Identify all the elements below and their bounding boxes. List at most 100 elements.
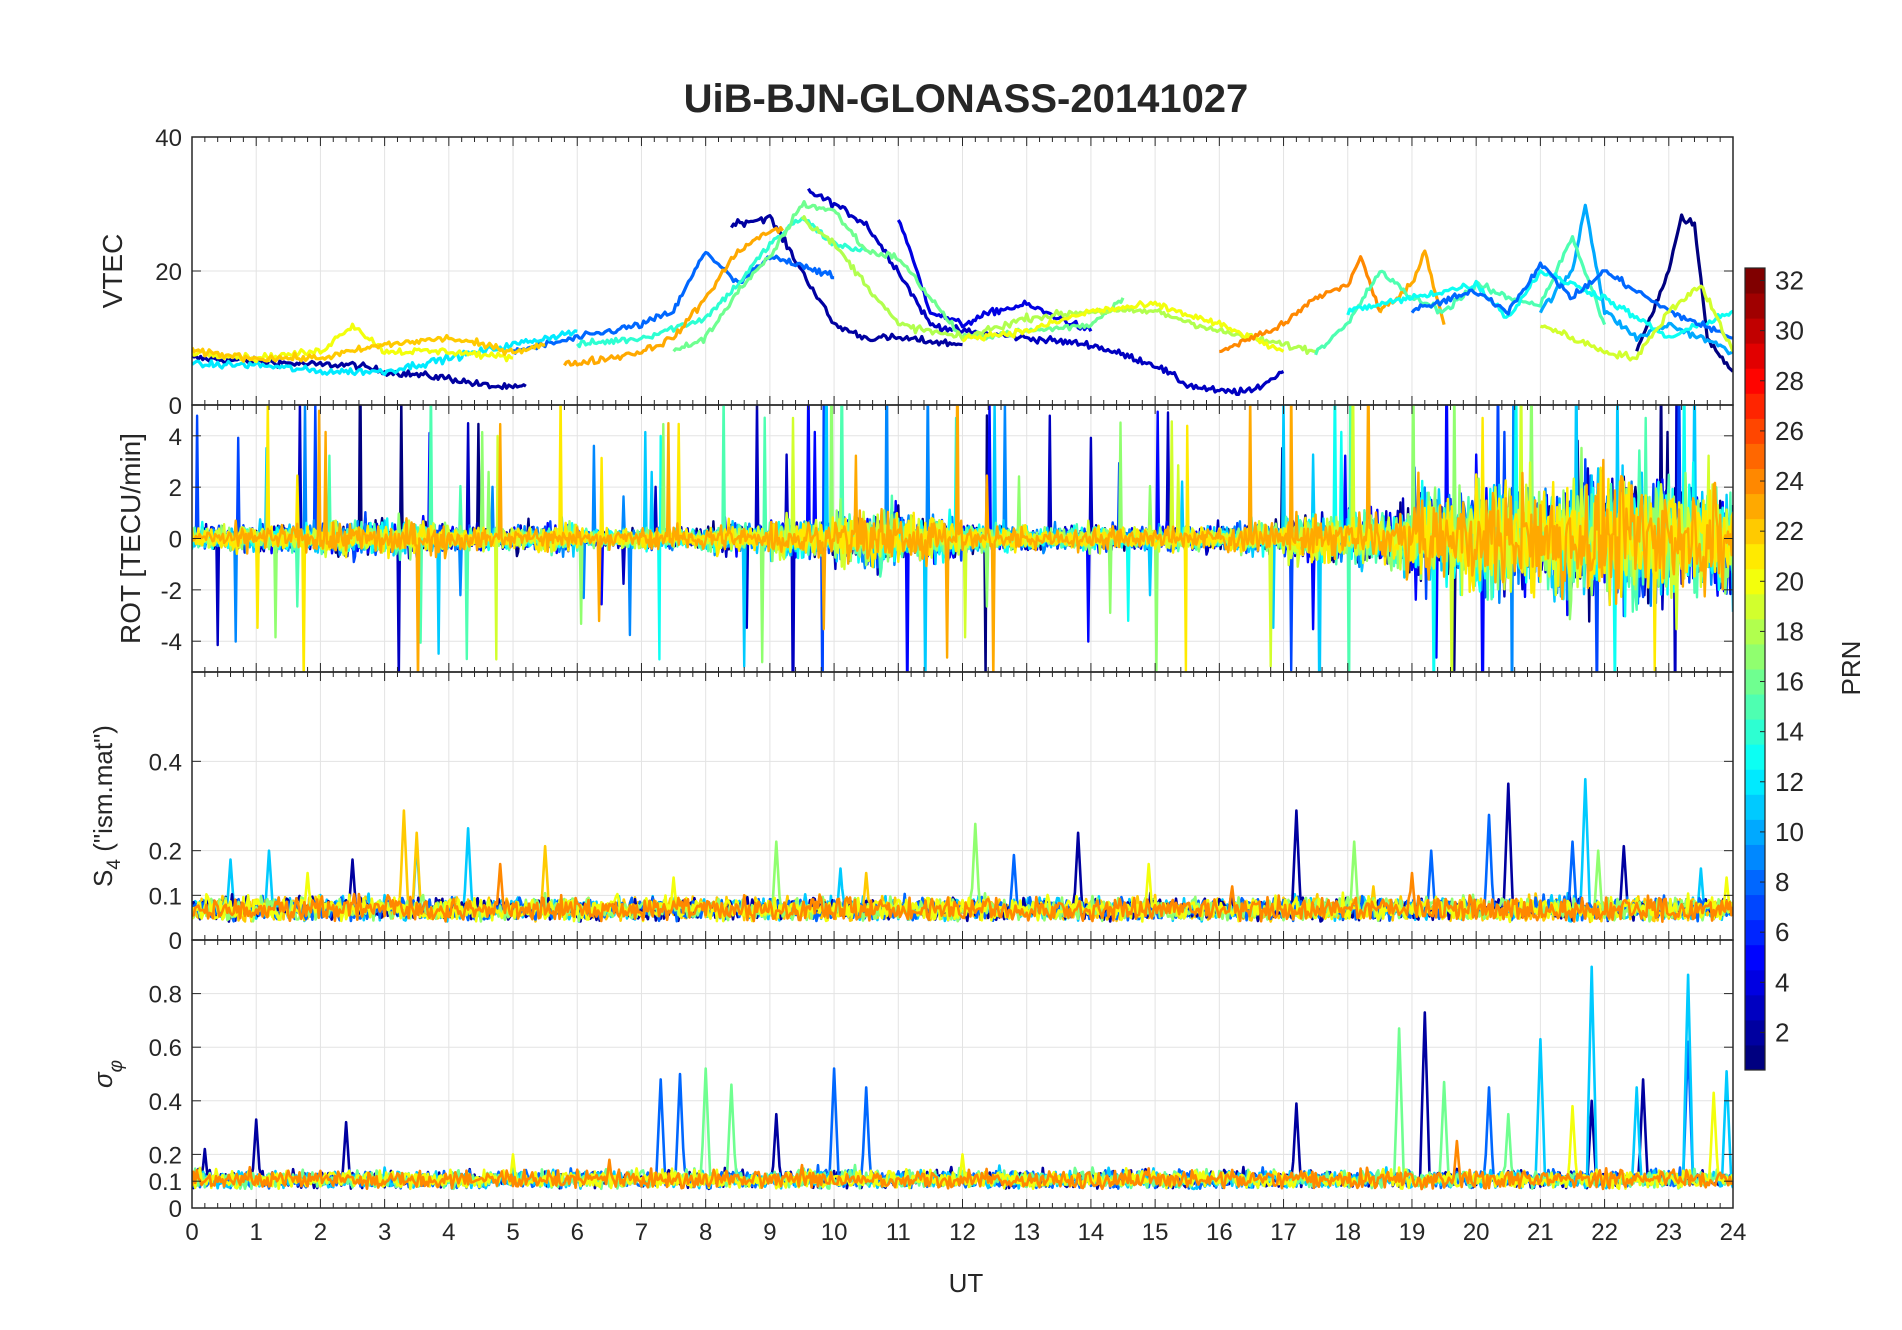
colorbar-tick-label: 10 bbox=[1775, 817, 1804, 847]
y-tick-label-rot: 0 bbox=[169, 527, 182, 554]
x-tick-label: 23 bbox=[1655, 1219, 1682, 1246]
x-tick-label: 0 bbox=[185, 1219, 198, 1246]
colorbar-tick-label: 24 bbox=[1775, 466, 1804, 496]
colorbar-swatch bbox=[1745, 543, 1765, 570]
y-tick-label-vtec: 20 bbox=[155, 259, 182, 286]
panel-sigma-phi: 00.10.20.40.60.80 1 2 3 4 5 6 7 8 9 10 11 12 13 14 15 16… bbox=[88, 939, 1747, 1246]
x-axis-label: UT bbox=[949, 1268, 984, 1298]
y-axis-label-sigma-phi: σφ bbox=[88, 1060, 127, 1088]
colorbar-tick-label: 14 bbox=[1775, 717, 1804, 747]
colorbar-swatch bbox=[1745, 919, 1765, 946]
x-tick-label: 24 bbox=[1720, 1219, 1747, 1246]
x-tick-label: 1 bbox=[250, 1219, 263, 1246]
colorbar-swatch bbox=[1745, 994, 1765, 1021]
x-tick-label: 16 bbox=[1206, 1219, 1233, 1246]
y-tick-label-rot: 4 bbox=[169, 424, 182, 451]
panel-vtec: 0 20 40 VTEC bbox=[97, 125, 1734, 420]
y-tick-label-sigma: 0.6 bbox=[149, 1035, 182, 1062]
colorbar-swatch bbox=[1745, 268, 1765, 294]
chart-title: UiB-BJN-GLONASS-20141027 bbox=[684, 77, 1249, 121]
vtec-series-prn-8 bbox=[511, 250, 835, 355]
colorbar-tick-label: 20 bbox=[1775, 566, 1804, 596]
colorbar-swatch bbox=[1745, 1044, 1765, 1071]
y-tick-label-sigma: 0.8 bbox=[149, 982, 182, 1009]
vtec-series-prn-3 bbox=[807, 187, 1285, 396]
x-tick-label: 4 bbox=[442, 1219, 455, 1246]
colorbar-swatch bbox=[1745, 969, 1765, 996]
x-tick-label: 18 bbox=[1334, 1219, 1361, 1246]
colorbar-tick-label: 16 bbox=[1775, 667, 1804, 697]
vtec-series-prn-16 bbox=[672, 200, 1125, 353]
colorbar-tick-label: 30 bbox=[1775, 316, 1804, 346]
colorbar-tick-label: 22 bbox=[1775, 516, 1804, 546]
x-tick-label: 17 bbox=[1270, 1219, 1297, 1246]
colorbar-swatch bbox=[1745, 343, 1765, 369]
x-tick-label: 20 bbox=[1463, 1219, 1490, 1246]
x-tick-label: 13 bbox=[1013, 1219, 1040, 1246]
colorbar-swatch bbox=[1745, 894, 1765, 921]
colorbar-swatch bbox=[1745, 744, 1765, 770]
vtec-series-prn-23 bbox=[563, 226, 785, 367]
colorbar-swatch bbox=[1745, 669, 1765, 695]
rot-series-prn-23 bbox=[192, 405, 1733, 672]
y-tick-label-vtec: 40 bbox=[155, 125, 182, 152]
vtec-series-prn-2 bbox=[192, 354, 527, 391]
colorbar-swatch bbox=[1745, 493, 1765, 520]
colorbar-tick-label: 18 bbox=[1775, 616, 1804, 646]
y-tick-label-rot: 2 bbox=[169, 475, 182, 502]
colorbar-swatch bbox=[1745, 518, 1765, 545]
vtec-series-prn-22 bbox=[192, 333, 546, 363]
x-tick-label: 19 bbox=[1399, 1219, 1426, 1246]
colorbar-swatch bbox=[1745, 694, 1765, 720]
colorbar-swatch bbox=[1745, 393, 1765, 419]
plot-area-rot bbox=[192, 405, 1733, 672]
vtec-series-prn-19 bbox=[1539, 284, 1733, 362]
vtec-series-prn-13 bbox=[1346, 269, 1733, 339]
colorbar-swatch bbox=[1745, 869, 1765, 896]
colorbar-swatch bbox=[1745, 618, 1765, 645]
y-tick-label-sigma: 0 bbox=[169, 1196, 182, 1223]
y-axis-label-s4: S4 ("ism.mat") bbox=[88, 725, 125, 887]
vtec-series-prn-15 bbox=[1314, 235, 1607, 356]
plot-area-s4 bbox=[192, 777, 1733, 924]
colorbar-swatch bbox=[1745, 819, 1765, 845]
colorbar-swatch bbox=[1745, 643, 1765, 670]
colorbar-tick-label: 12 bbox=[1775, 767, 1804, 797]
x-tick-label: 15 bbox=[1142, 1219, 1169, 1246]
x-tick-label: 2 bbox=[314, 1219, 327, 1246]
x-tick-label: 8 bbox=[699, 1219, 712, 1246]
colorbar-swatch bbox=[1745, 318, 1765, 344]
colorbar-tick-label: 26 bbox=[1775, 416, 1804, 446]
colorbar-tick-label: 28 bbox=[1775, 366, 1804, 396]
y-tick-label-rot: -2 bbox=[161, 578, 182, 605]
colorbar-swatch bbox=[1745, 468, 1765, 495]
y-tick-label-s4: 0.4 bbox=[149, 749, 182, 776]
colorbar-swatch bbox=[1745, 944, 1765, 971]
colorbar-swatch bbox=[1745, 719, 1765, 745]
vtec-series-prn-2 bbox=[730, 214, 963, 348]
y-tick-label-sigma: 0.2 bbox=[149, 1142, 182, 1169]
vtec-series-prn-4 bbox=[896, 219, 1093, 333]
colorbar-tick-label: 32 bbox=[1775, 266, 1804, 296]
colorbar-swatch bbox=[1745, 368, 1765, 394]
panel-rot: -4 -2 0 2 4 ROT [TECU/min] bbox=[115, 404, 1734, 673]
x-tick-label: 21 bbox=[1527, 1219, 1554, 1246]
sigma-phi-series-prn-24 bbox=[192, 1139, 1733, 1191]
vtec-series-prn-20 bbox=[192, 322, 514, 364]
y-tick-label-vtec: 0 bbox=[169, 393, 182, 420]
colorbar-swatch bbox=[1745, 293, 1765, 319]
plot-area-vtec bbox=[192, 187, 1733, 396]
y-tick-label-s4: 0.2 bbox=[149, 839, 182, 866]
y-tick-label-sigma: 0.4 bbox=[149, 1089, 182, 1116]
vtec-series-prn-10 bbox=[1538, 203, 1733, 356]
vtec-series-prn-8 bbox=[1410, 261, 1733, 340]
colorbar-tick-label: 8 bbox=[1775, 867, 1789, 897]
x-tick-label: 11 bbox=[886, 1219, 911, 1246]
colorbar-swatch bbox=[1745, 443, 1765, 469]
colorbar-swatch bbox=[1745, 769, 1765, 795]
plot-area-sigma bbox=[192, 965, 1733, 1191]
s4-series-prn-24 bbox=[192, 862, 1733, 923]
y-axis-label-rot: ROT [TECU/min] bbox=[115, 433, 146, 644]
